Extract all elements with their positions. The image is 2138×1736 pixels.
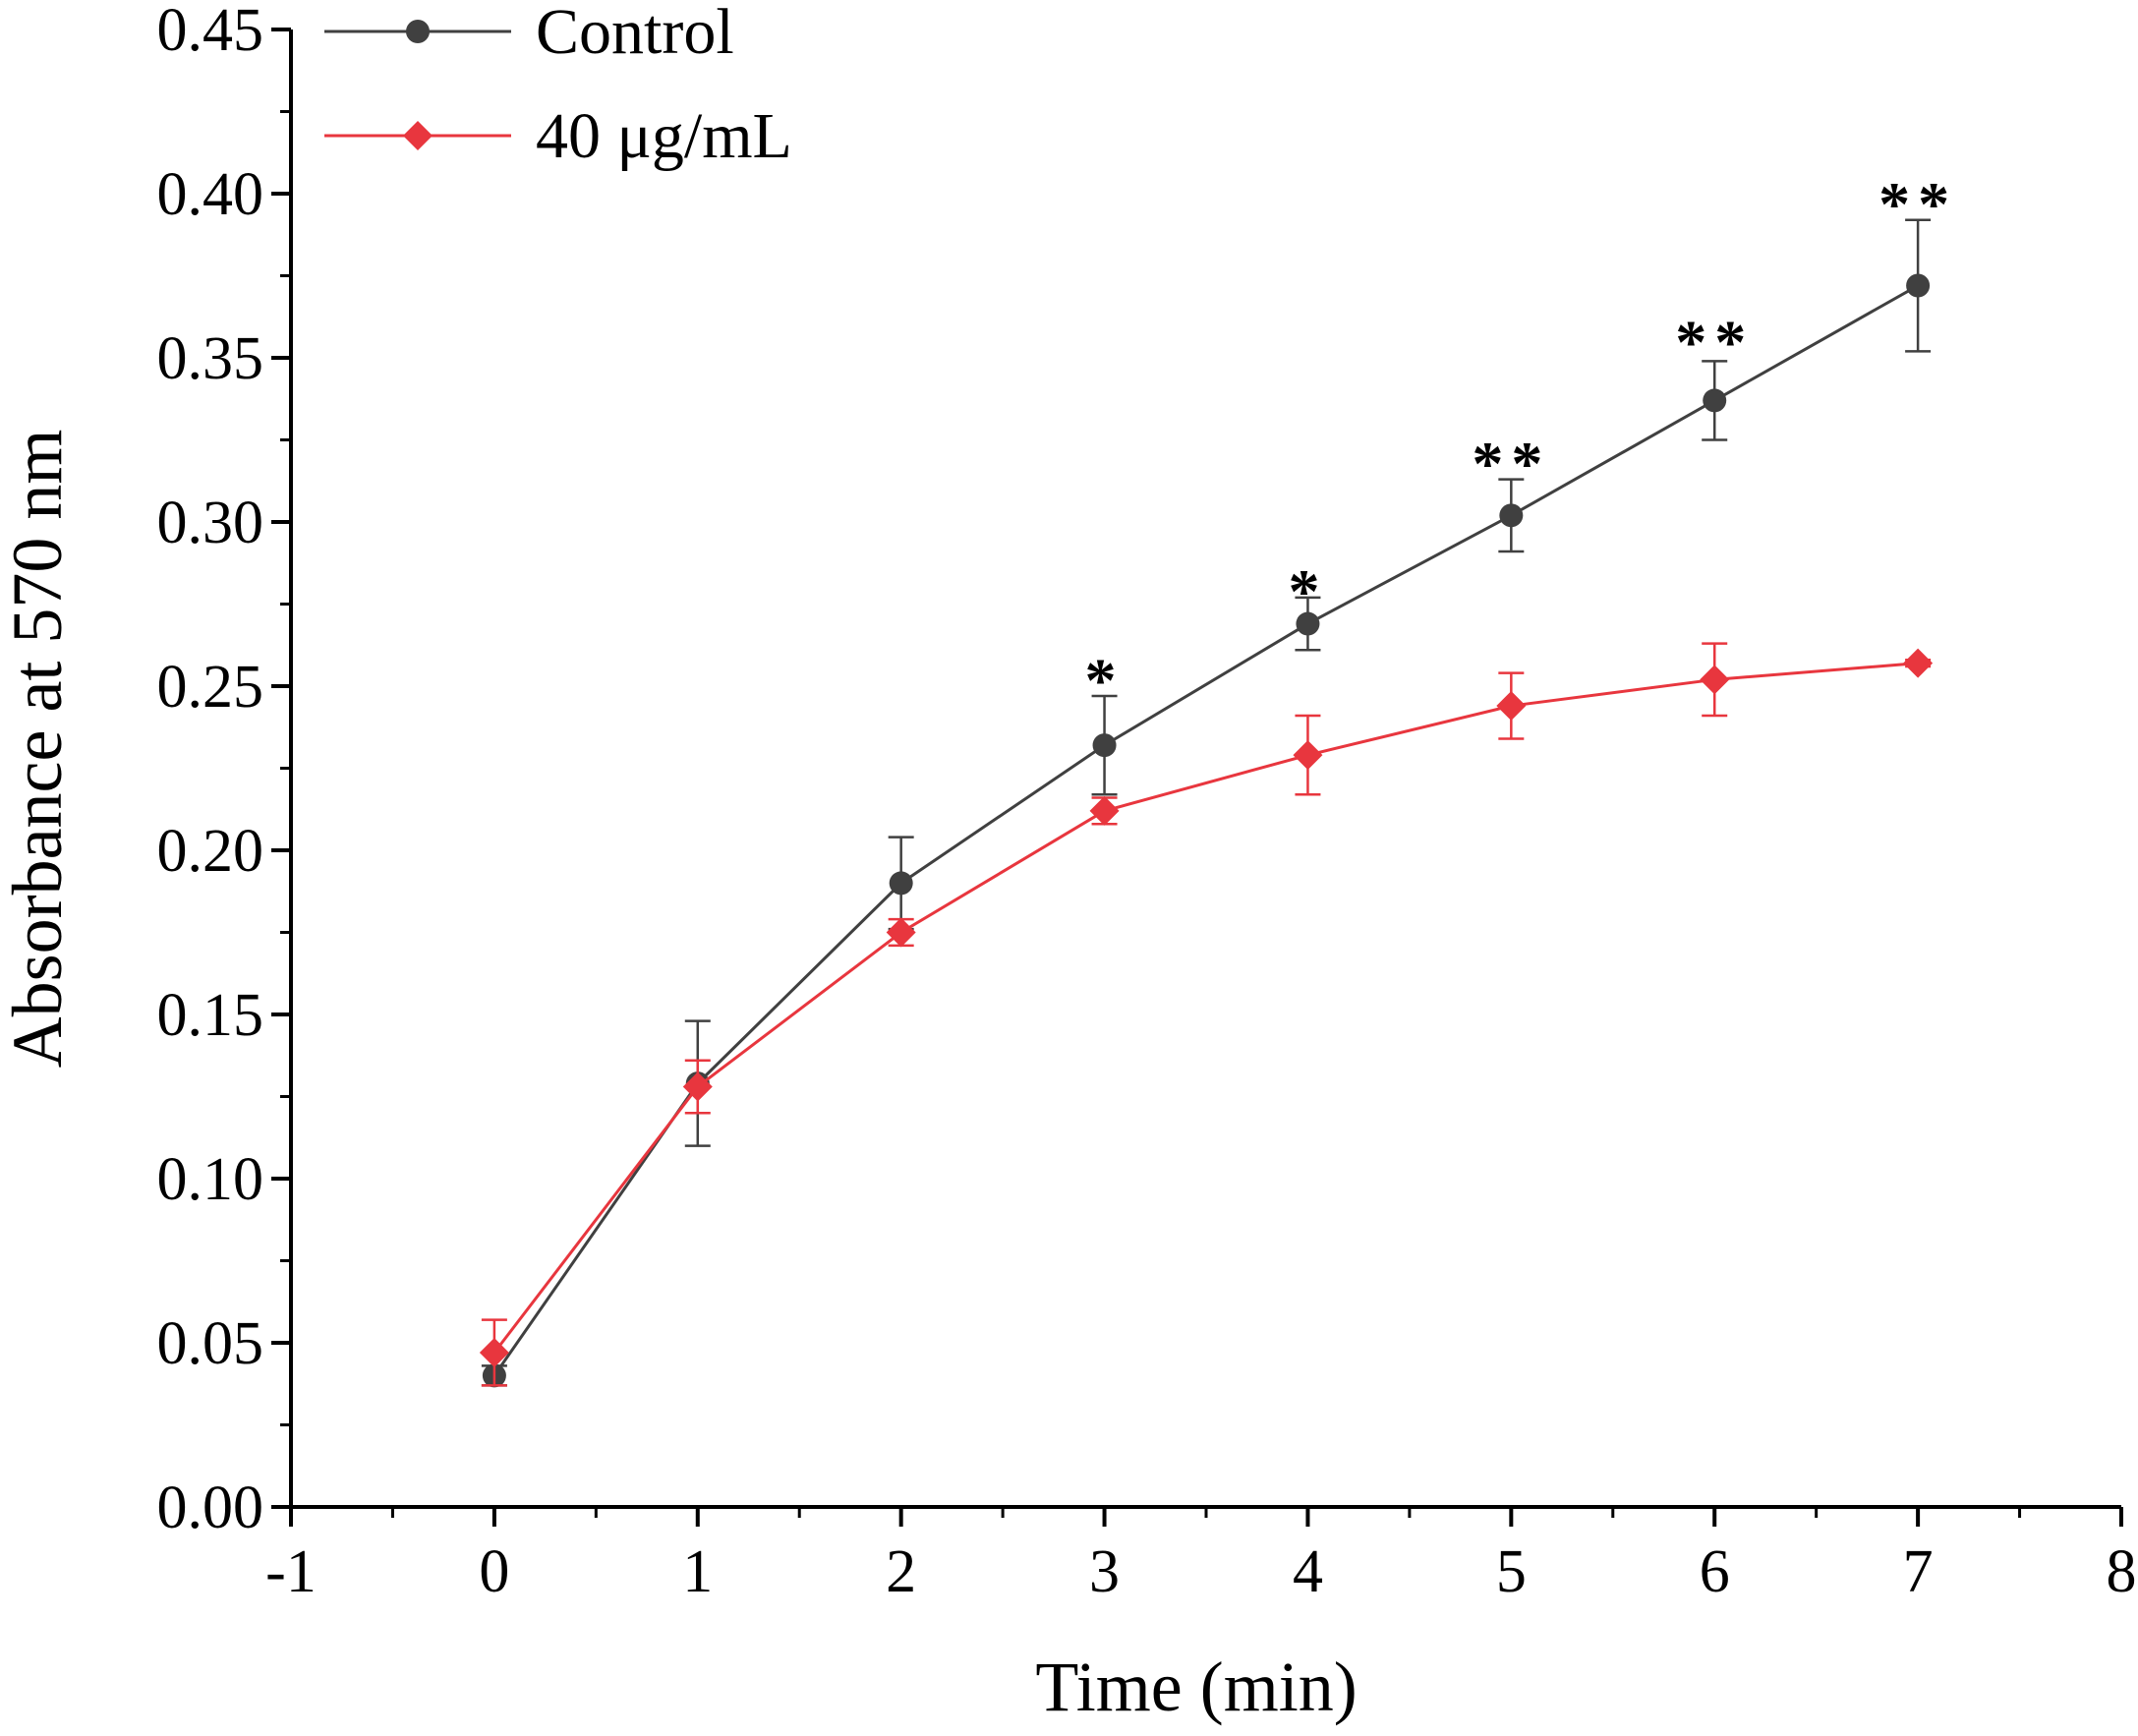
data-point <box>1089 795 1120 826</box>
series-line <box>492 662 1919 1354</box>
x-tick-label: 5 <box>1496 1538 1527 1605</box>
y-tick-label: 0.30 <box>157 490 264 556</box>
data-point <box>1700 665 1730 695</box>
data-point <box>1703 388 1727 413</box>
data-point <box>682 1071 713 1102</box>
y-tick-label: 0.10 <box>157 1146 264 1213</box>
significance-label: * <box>1288 556 1327 626</box>
x-tick-label: 4 <box>1293 1538 1323 1605</box>
x-axis-title: Time (min) <box>1035 1648 1357 1726</box>
y-tick-label: 0.35 <box>157 325 264 392</box>
significance-label: ** <box>1472 429 1550 498</box>
x-tick-label: 3 <box>1089 1538 1120 1605</box>
data-point <box>1092 733 1117 758</box>
legend-label: Control <box>536 0 734 68</box>
significance-label: * <box>1085 645 1125 715</box>
data-point <box>1903 648 1934 678</box>
y-tick-label: 0.45 <box>157 0 264 64</box>
y-tick-label: 0.05 <box>157 1310 264 1377</box>
significance-label: ** <box>1675 307 1754 376</box>
data-point <box>1496 691 1527 722</box>
data-point <box>1293 740 1323 771</box>
y-tick-label: 0.20 <box>157 818 264 885</box>
x-tick-label: 1 <box>682 1538 713 1605</box>
y-tick-label: 0.40 <box>157 161 264 228</box>
legend-marker <box>406 20 430 43</box>
y-tick-label: 0.00 <box>157 1475 264 1541</box>
legend-item: Control <box>324 0 734 68</box>
legend-marker <box>403 121 433 150</box>
series-line <box>492 284 1919 1377</box>
x-tick-label: -1 <box>265 1538 317 1605</box>
legend-item: 40 μg/mL <box>324 100 792 172</box>
x-tick-label: 2 <box>886 1538 916 1605</box>
legend: Control 40 μg/mL <box>324 0 792 172</box>
data-point <box>479 1338 509 1368</box>
legend-label: 40 μg/mL <box>536 100 792 172</box>
significance-label: ** <box>1878 169 1957 239</box>
x-tick-label: 7 <box>1903 1538 1934 1605</box>
series-treatment <box>479 642 1934 1387</box>
series-control <box>481 218 1932 1388</box>
series-layer <box>479 218 1934 1388</box>
annotation-layer: ******** <box>1085 169 1957 715</box>
y-tick-label: 0.15 <box>157 982 264 1049</box>
x-tick-label: 6 <box>1700 1538 1730 1605</box>
y-axis-title: Absorbance at 570 nm <box>0 430 77 1069</box>
data-point <box>889 871 913 896</box>
data-point <box>886 917 916 948</box>
data-point <box>1906 273 1931 298</box>
y-tick-label: 0.25 <box>157 654 264 721</box>
data-point <box>1499 503 1524 528</box>
x-tick-label: 0 <box>479 1538 509 1605</box>
x-tick-label: 8 <box>2107 1538 2137 1605</box>
data-point <box>1296 611 1320 636</box>
